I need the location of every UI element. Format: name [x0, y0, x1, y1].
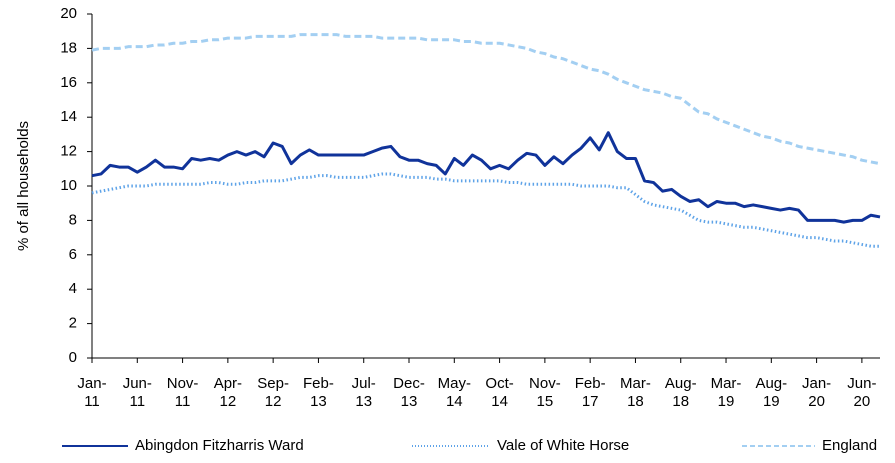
y-axis-label: % of all households — [15, 121, 32, 251]
legend-label: Abingdon Fitzharris Ward — [135, 437, 304, 454]
y-tick-label: 2 — [69, 315, 77, 332]
x-tick-label: Sep-12 — [257, 375, 289, 410]
x-tick-label: Apr-12 — [214, 375, 242, 410]
legend-label: England — [822, 437, 877, 454]
x-tick-label: Oct-14 — [485, 375, 513, 410]
x-tick-label: Jan-11 — [77, 375, 106, 410]
x-tick-label: Jun-11 — [123, 375, 152, 410]
x-tick-label: Nov-11 — [167, 375, 199, 410]
x-tick-label: Aug-18 — [665, 375, 697, 410]
y-tick-label: 4 — [69, 280, 77, 297]
y-tick-label: 18 — [60, 39, 77, 56]
x-tick-label: Feb-13 — [303, 375, 334, 410]
y-tick-label: 14 — [60, 108, 77, 125]
y-tick-label: 16 — [60, 74, 77, 91]
x-tick-label: Mar-19 — [711, 375, 742, 410]
series-line — [91, 33, 881, 166]
y-tick-label: 10 — [60, 177, 77, 194]
y-tick-label: 8 — [69, 211, 77, 228]
x-tick-label: Mar-18 — [620, 375, 651, 410]
y-tick-label: 6 — [69, 246, 77, 263]
y-tick-label: 0 — [69, 349, 77, 366]
x-tick-label: Feb-17 — [575, 375, 606, 410]
x-tick-label: Jan-20 — [802, 375, 831, 410]
series-line — [91, 172, 880, 248]
x-tick-label: Aug-19 — [755, 375, 787, 410]
x-tick-label: Dec-13 — [393, 375, 425, 410]
x-tick-label: Jun-20 — [847, 375, 876, 410]
legend-label: Vale of White Horse — [497, 437, 629, 454]
series-line — [91, 131, 881, 224]
y-tick-label: 20 — [60, 5, 77, 22]
x-tick-label: Nov-15 — [529, 375, 561, 410]
y-tick-label: 12 — [60, 143, 77, 160]
x-tick-label: Jul-13 — [352, 375, 376, 410]
x-tick-label: May-14 — [438, 375, 471, 410]
